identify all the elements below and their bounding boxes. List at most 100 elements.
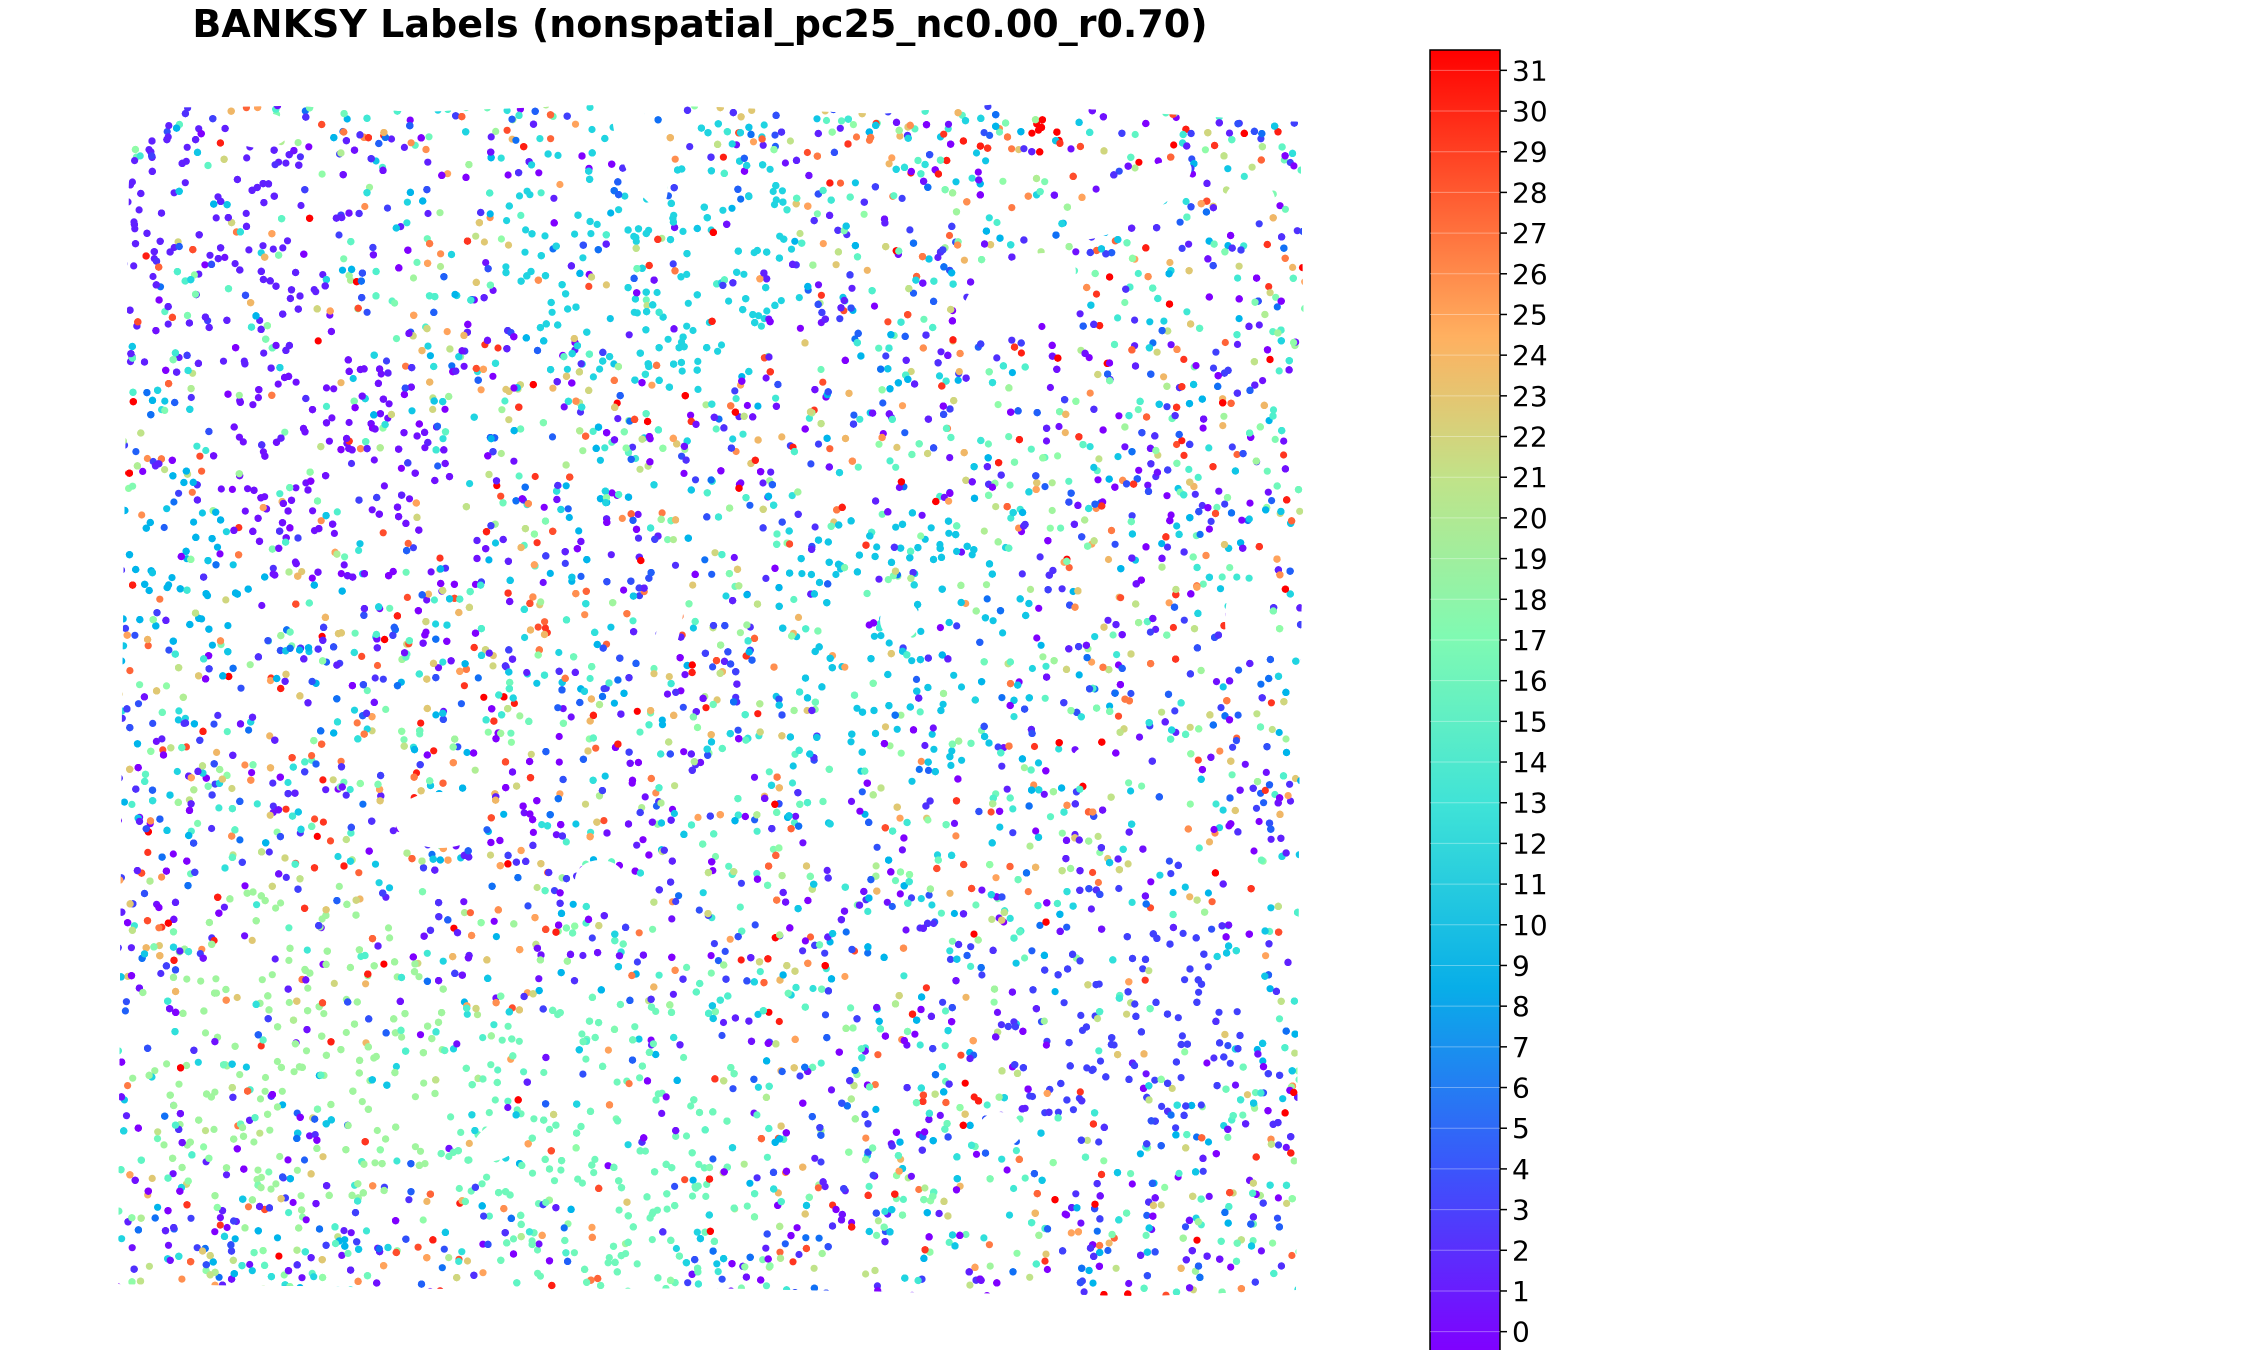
cell-point [400, 143, 408, 151]
cell-point [955, 368, 963, 376]
cell-point [620, 586, 628, 594]
cell-point [535, 1240, 543, 1248]
cell-point [1265, 283, 1273, 291]
cell-point [860, 210, 868, 218]
cell-point [380, 960, 388, 968]
cell-point [1232, 737, 1240, 745]
cell-point [434, 462, 442, 470]
cell-point [434, 106, 442, 114]
cell-point [237, 684, 245, 692]
cell-point [817, 1158, 825, 1166]
cell-point [639, 836, 647, 844]
cell-point [945, 231, 954, 240]
cell-point [129, 1074, 137, 1082]
cell-point [397, 464, 405, 472]
cell-point [373, 661, 382, 670]
cell-point [1181, 883, 1189, 891]
cell-point [815, 1234, 823, 1242]
cell-point [600, 685, 608, 693]
cell-point [256, 1129, 264, 1137]
cell-point [346, 785, 354, 794]
cell-point [222, 528, 230, 536]
cell-point [821, 949, 829, 957]
cell-point [1124, 860, 1132, 868]
cell-point [148, 1174, 156, 1182]
cell-point [1065, 477, 1073, 485]
chart-title: BANKSY Labels (nonspatial_pc25_nc0.00_r0… [192, 2, 1207, 46]
cell-point [602, 281, 611, 289]
cell-point [679, 703, 687, 711]
cell-point [898, 194, 906, 202]
cell-point [269, 245, 277, 253]
cell-point [939, 700, 947, 708]
cell-point [1288, 1251, 1296, 1260]
cell-point [498, 406, 506, 414]
cell-point [382, 357, 391, 365]
cell-point [587, 230, 595, 238]
cell-point [935, 372, 944, 380]
cell-point [1280, 437, 1288, 445]
cell-point [1163, 492, 1171, 500]
cell-point [1269, 1239, 1277, 1247]
cell-point [884, 108, 892, 116]
cell-point [298, 1274, 306, 1282]
cell-point [437, 250, 445, 258]
cell-point [276, 1152, 284, 1161]
cell-point [884, 576, 892, 584]
cell-point [269, 779, 277, 787]
cell-point [793, 1224, 801, 1232]
cell-point [341, 553, 349, 561]
cell-point [655, 971, 663, 979]
cell-point [1180, 616, 1188, 624]
cell-point [1289, 111, 1297, 119]
cell-point [875, 575, 883, 583]
cell-point [881, 723, 890, 731]
cell-point [430, 596, 438, 604]
cell-point [386, 934, 394, 942]
cell-point [439, 957, 447, 965]
cell-point [1092, 185, 1100, 193]
cell-point [1219, 422, 1227, 430]
cell-point [873, 843, 881, 851]
cell-point [248, 769, 256, 777]
cell-point [1275, 1291, 1284, 1296]
cell-point [539, 578, 547, 587]
cell-point [266, 677, 275, 685]
cell-point [740, 270, 748, 278]
cell-point [303, 946, 311, 954]
cell-point [1217, 704, 1225, 712]
cell-point [658, 509, 666, 517]
cell-point [548, 308, 556, 316]
cell-point [693, 1228, 701, 1236]
cell-point [1262, 952, 1270, 960]
cell-point [504, 1022, 512, 1030]
cell-point [1018, 570, 1026, 578]
cell-point [246, 661, 254, 669]
cell-point [778, 433, 786, 441]
cell-point [849, 121, 858, 129]
cell-point [593, 220, 601, 228]
cell-point [510, 699, 518, 708]
cell-point [743, 401, 752, 410]
cell-point [689, 624, 698, 632]
cell-point [826, 445, 834, 453]
cell-point [740, 1160, 748, 1168]
cell-point [737, 1284, 746, 1292]
cell-point [405, 1196, 413, 1204]
cell-point [772, 394, 780, 402]
cell-point [267, 1185, 275, 1193]
cell-point [896, 814, 904, 822]
cell-point [492, 127, 500, 135]
cell-point [920, 315, 928, 323]
cell-point [492, 933, 500, 941]
cell-point [497, 492, 505, 500]
cell-point [555, 648, 563, 657]
cell-point [424, 590, 433, 598]
cell-point [425, 133, 433, 141]
cell-point [1127, 1170, 1135, 1178]
cell-point [118, 651, 122, 660]
cell-point [120, 642, 128, 650]
cell-point [285, 956, 293, 965]
cell-point [279, 244, 287, 252]
cell-point [557, 1166, 565, 1174]
